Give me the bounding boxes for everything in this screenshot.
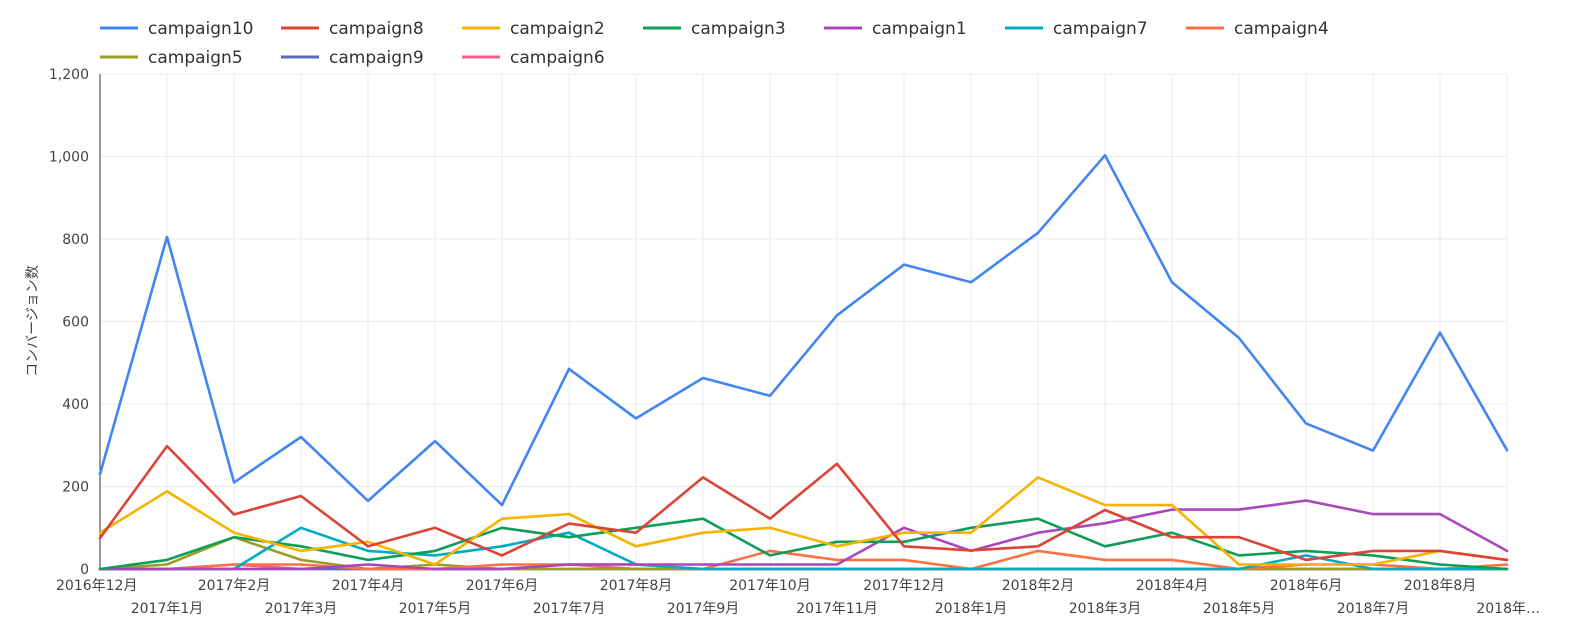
y-tick-label: 1,200: [49, 67, 89, 83]
gridlines: [99, 73, 1508, 570]
legend-label: campaign8: [329, 19, 424, 39]
legend-item-campaign6[interactable]: campaign6: [462, 48, 605, 68]
legend-item-campaign1[interactable]: campaign1: [824, 19, 967, 39]
series-lines: [98, 154, 1509, 571]
legend-item-campaign2[interactable]: campaign2: [462, 19, 605, 39]
x-tick-label: 2017年11月: [796, 601, 877, 617]
y-axis-title: コンバージョン数: [25, 265, 41, 377]
x-tick-label: 2018年8月: [1404, 578, 1477, 594]
series-line-campaign7: [98, 526, 1509, 571]
x-tick-label: 2017年5月: [399, 601, 472, 617]
x-tick-label: 2017年6月: [466, 578, 539, 594]
legend-item-campaign10[interactable]: campaign10: [100, 19, 253, 39]
x-tick-label: 2018年1月: [935, 601, 1008, 617]
legend-label: campaign5: [148, 48, 243, 68]
legend-label: campaign7: [1053, 19, 1148, 39]
legend-item-campaign9[interactable]: campaign9: [281, 48, 424, 68]
legend-label: campaign6: [510, 48, 605, 68]
series-line-campaign2: [98, 476, 1509, 566]
x-tick-label: 2018年7月: [1337, 601, 1410, 617]
x-tick-label: 2018年5月: [1203, 601, 1276, 617]
x-tick-label: 2017年10月: [729, 578, 810, 594]
legend-label: campaign4: [1234, 19, 1329, 39]
y-tick-label: 1,000: [49, 150, 89, 166]
x-tick-label: 2017年8月: [600, 578, 673, 594]
legend-label: campaign3: [691, 19, 786, 39]
legend: campaign10 campaign8 campaign2 campaign3 cam…: [100, 19, 1329, 68]
x-tick-label: 2018年3月: [1069, 601, 1142, 617]
x-tick-label: 2017年4月: [332, 578, 405, 594]
series-line-campaign1: [98, 499, 1509, 571]
x-tick-label: 2018年6月: [1270, 578, 1343, 594]
x-tick-label: 2017年2月: [198, 578, 271, 594]
legend-label: campaign2: [510, 19, 605, 39]
series-line-campaign4: [98, 549, 1509, 571]
legend-label: campaign9: [329, 48, 424, 68]
y-tick-label: 600: [62, 315, 89, 331]
legend-item-campaign7[interactable]: campaign7: [1005, 19, 1148, 39]
y-tick-label: 800: [62, 232, 89, 248]
x-axis: 2016年12月 2017年1月 2017年2月 2017年3月 2017年4月 2017…: [56, 568, 1540, 617]
x-tick-label: 2017年12月: [863, 578, 944, 594]
legend-item-campaign5[interactable]: campaign5: [100, 48, 243, 68]
y-tick-label: 200: [62, 480, 89, 496]
y-tick-label: 0: [80, 562, 89, 578]
x-tick-label: 2018年4月: [1136, 578, 1209, 594]
series-line-campaign8: [98, 444, 1509, 562]
x-tick-label: 2017年1月: [131, 601, 204, 617]
legend-label: campaign10: [148, 19, 253, 39]
legend-item-campaign3[interactable]: campaign3: [643, 19, 786, 39]
legend-label: campaign1: [872, 19, 967, 39]
series-line-campaign3: [98, 517, 1509, 571]
x-tick-label: 2017年3月: [265, 601, 338, 617]
legend-item-campaign8[interactable]: campaign8: [281, 19, 424, 39]
x-tick-label: 2017年9月: [667, 601, 740, 617]
y-tick-label: 400: [62, 397, 89, 413]
y-axis: 0 200 400 600 800 1,000 1,200: [49, 67, 101, 578]
series-line-campaign10: [98, 154, 1509, 507]
legend-item-campaign4[interactable]: campaign4: [1186, 19, 1329, 39]
x-tick-label: 2016年12月: [56, 578, 137, 594]
x-tick-label: 2018年2月: [1002, 578, 1075, 594]
x-tick-label: 2017年7月: [533, 601, 606, 617]
x-tick-label: 2018年…: [1476, 601, 1540, 617]
